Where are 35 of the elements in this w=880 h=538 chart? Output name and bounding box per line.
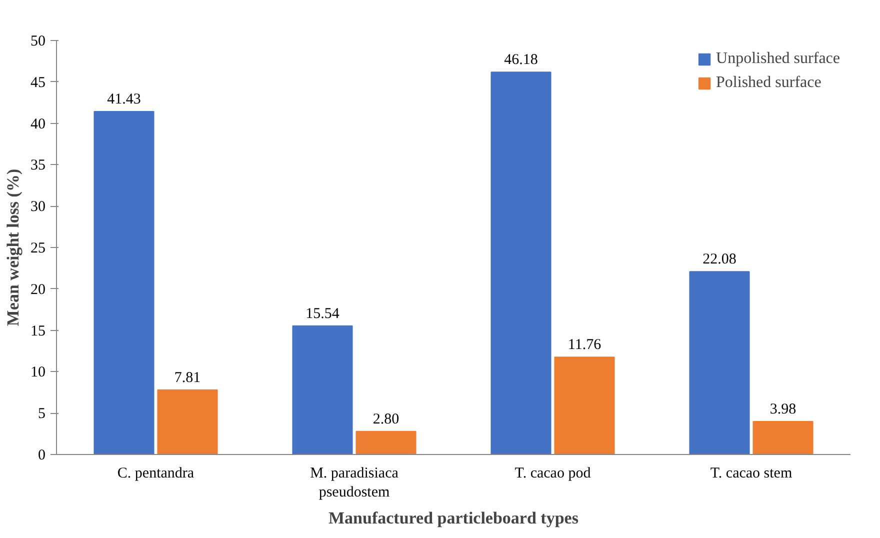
data-label: 7.81: [174, 370, 201, 386]
data-label: 3.98: [770, 402, 796, 418]
y-tick-label: 5: [38, 406, 46, 422]
x-axis-title: Manufactured particleboard types: [328, 508, 579, 528]
y-axis-title: Mean weight loss (%): [4, 168, 22, 326]
data-label: 41.43: [107, 91, 141, 108]
bar: [490, 72, 552, 454]
y-tick-label: 20: [30, 282, 46, 298]
x-tick-label: M. paradisiaca pseudostem: [310, 466, 399, 501]
legend-label: Polished surface: [716, 74, 822, 92]
data-label: 11.76: [568, 337, 602, 354]
x-tick-label: C. pentandra: [117, 466, 194, 482]
legend-label: Unpolished surface: [716, 50, 840, 68]
bar: [752, 421, 814, 454]
x-tick-label: T. cacao stem: [710, 466, 792, 482]
data-label: 2.80: [372, 411, 400, 428]
bar: [292, 325, 353, 454]
data-label: 15.54: [306, 306, 340, 322]
bar: [689, 271, 750, 454]
y-tick-label: 25: [30, 240, 46, 256]
bar: [356, 430, 416, 454]
y-tick-label: 35: [30, 158, 46, 174]
y-tick-label: 15: [30, 323, 46, 340]
data-label: 46.18: [504, 52, 538, 68]
y-tick-label: 30: [30, 199, 46, 216]
y-tick-label: 50: [30, 34, 46, 50]
y-tick-label: 40: [30, 116, 46, 132]
y-tick-label: 45: [30, 74, 46, 91]
bar: [554, 356, 615, 454]
bar: [157, 389, 218, 454]
bar: [94, 110, 154, 454]
x-tick-label: T. cacao pod: [514, 466, 592, 482]
data-label: 22.08: [702, 252, 736, 268]
y-tick-label: 0: [38, 448, 46, 464]
y-tick-label: 10: [30, 364, 46, 381]
